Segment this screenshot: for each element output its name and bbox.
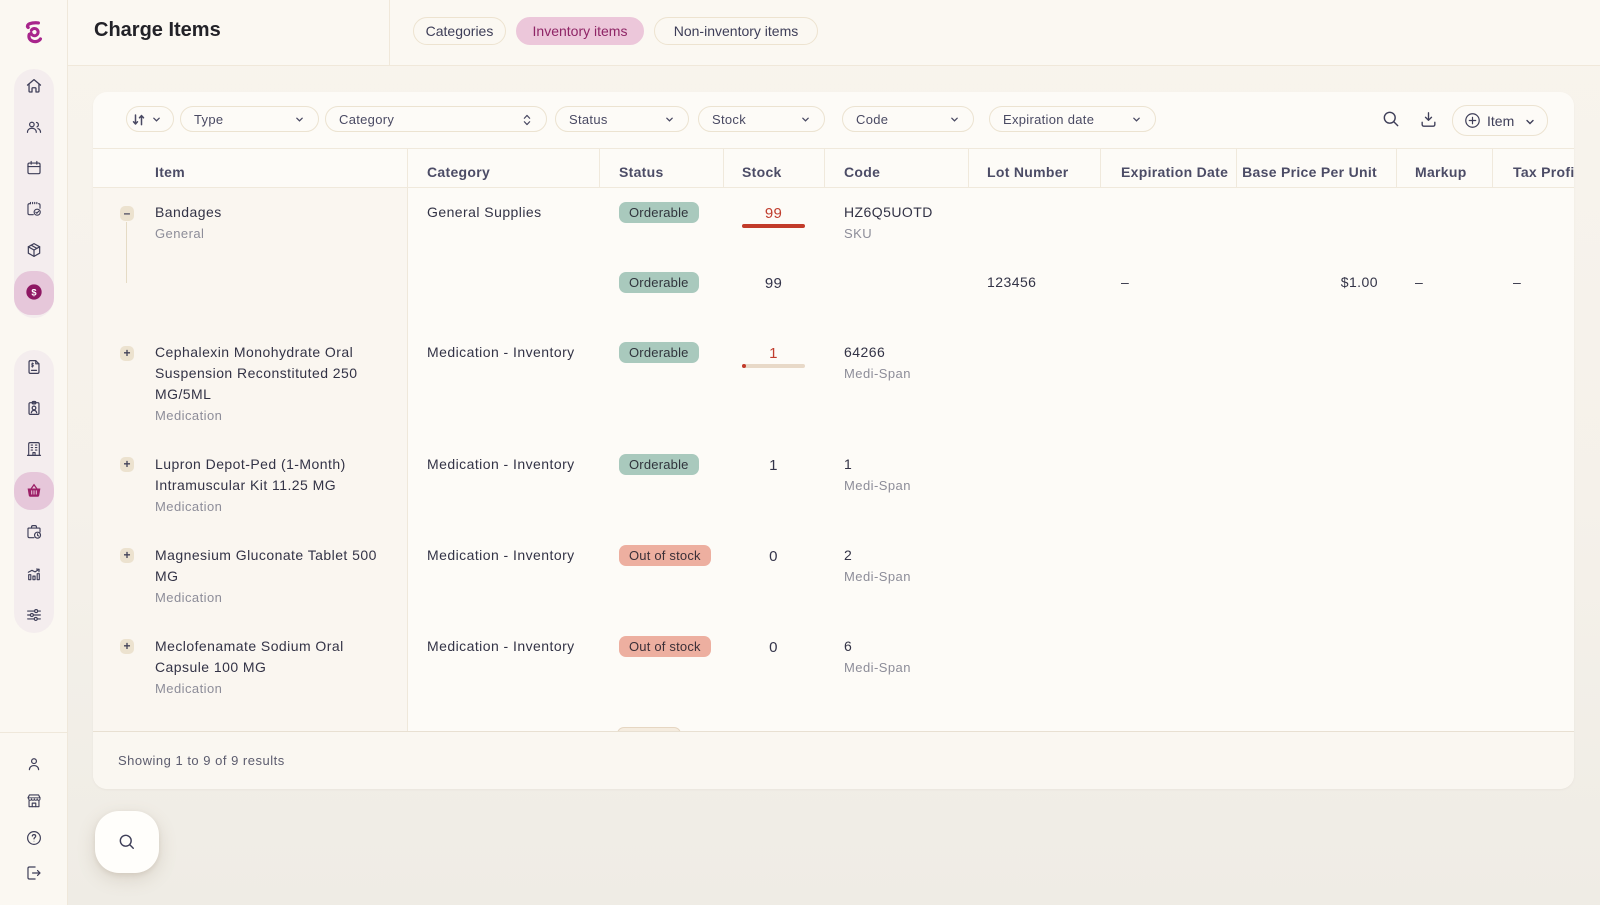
- svg-text:$: $: [31, 287, 37, 297]
